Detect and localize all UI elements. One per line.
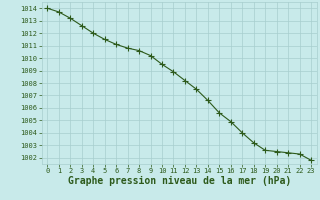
X-axis label: Graphe pression niveau de la mer (hPa): Graphe pression niveau de la mer (hPa) (68, 176, 291, 186)
